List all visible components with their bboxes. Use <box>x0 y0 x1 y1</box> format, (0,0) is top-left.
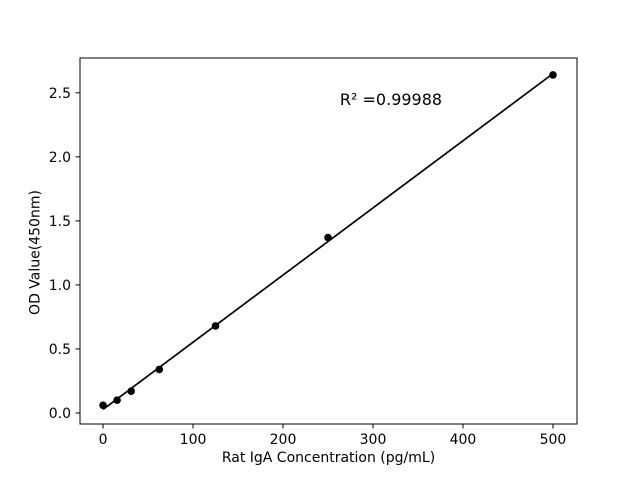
data-point <box>549 71 557 79</box>
plot-box <box>79 57 578 425</box>
x-tick-label: 100 <box>180 432 207 448</box>
data-point <box>113 396 121 404</box>
x-tick-label: 200 <box>270 432 297 448</box>
y-tick-label: 0.0 <box>49 406 71 422</box>
y-tick-label: 1.5 <box>49 214 71 230</box>
data-point <box>127 387 135 396</box>
r-squared-annotation: R² =0.99988 <box>339 90 443 109</box>
y-tick-label: 0.5 <box>49 342 71 358</box>
data-point <box>324 233 332 242</box>
data-point <box>211 322 220 330</box>
y-tick-label: 2.5 <box>49 86 71 102</box>
fit-line <box>102 72 554 411</box>
y-axis-label: OD Value(450nm) <box>27 190 44 315</box>
y-tick-label: 2.0 <box>49 150 71 166</box>
y-tick-label: 1.0 <box>49 278 71 294</box>
x-tick-label: 0 <box>99 432 108 448</box>
x-tick-label: 400 <box>450 432 477 448</box>
x-tick-label: 300 <box>360 432 387 448</box>
x-tick-label: 500 <box>540 432 567 448</box>
x-axis-label: Rat IgA Concentration (pg/mL) <box>221 450 436 466</box>
data-point <box>99 401 107 410</box>
data-point <box>155 365 164 374</box>
